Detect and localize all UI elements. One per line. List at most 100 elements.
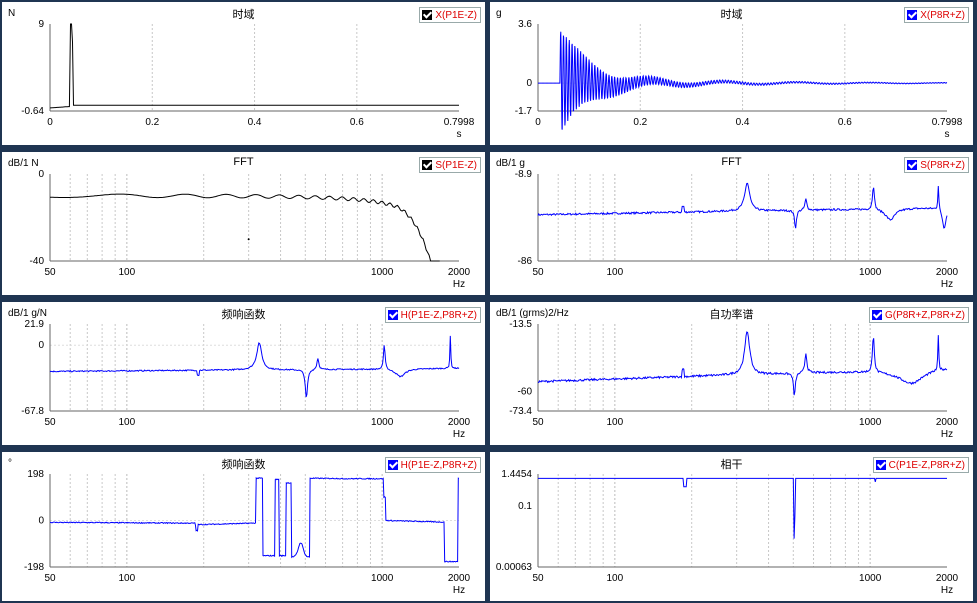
legend-checkbox[interactable] bbox=[422, 10, 433, 20]
y-tick-label: -198 bbox=[24, 562, 44, 573]
series-line-p3 bbox=[50, 193, 440, 262]
legend-checkbox[interactable] bbox=[875, 460, 886, 470]
legend-p5[interactable]: H(P1E-Z,P8R+Z) bbox=[384, 307, 481, 323]
series-line-p4 bbox=[537, 182, 948, 229]
x-tick-label: 1000 bbox=[371, 267, 394, 278]
x-tick-label: 0.2 bbox=[145, 117, 159, 128]
y-unit-label: g bbox=[496, 8, 502, 19]
x-tick-label: 0 bbox=[47, 117, 53, 128]
x-tick-label: 0.6 bbox=[350, 117, 364, 128]
y-unit-label: dB/1 (grms)2/Hz bbox=[496, 308, 569, 319]
y-tick-label: -40 bbox=[30, 256, 45, 267]
y-unit-label: dB/1 g bbox=[496, 158, 525, 169]
chart-panel-p6[interactable]: -13.5 -60 -73.4 50 100 1000 2000 Hz 自功率谱 dB/1 (gr… bbox=[490, 302, 973, 445]
x-tick-label: 0.4 bbox=[248, 117, 262, 128]
series-line-p7 bbox=[50, 476, 460, 563]
series-line-p8 bbox=[538, 477, 947, 539]
legend-p1[interactable]: X(P1E-Z) bbox=[419, 7, 481, 23]
chart-panel-p8[interactable]: 1.4454 0.1 0.00063 50 100 1000 2000 Hz 相干 C(P1E-Z… bbox=[490, 452, 973, 601]
x-tick-label: 2000 bbox=[448, 417, 471, 428]
legend-p8[interactable]: C(P1E-Z,P8R+Z) bbox=[872, 457, 969, 473]
x-tick-label: 50 bbox=[44, 573, 56, 584]
chart-panel-p1[interactable]: 9 -0.64 0 0.2 0.4 0.6 0.7998 s 时域 N X(P1E-Z) bbox=[2, 2, 485, 145]
legend-checkbox[interactable] bbox=[387, 310, 398, 320]
x-tick-label: 50 bbox=[532, 573, 544, 584]
y-unit-label: dB/1 N bbox=[8, 158, 39, 169]
x-tick-label: 1000 bbox=[859, 573, 882, 584]
legend-label: G(P8R+Z,P8R+Z) bbox=[884, 309, 965, 321]
y-tick-label: 0 bbox=[38, 340, 44, 351]
x-tick-label: 100 bbox=[119, 267, 136, 278]
legend-checkbox[interactable] bbox=[871, 310, 882, 320]
series-line-p2 bbox=[538, 31, 948, 130]
x-tick-label: 100 bbox=[607, 417, 624, 428]
x-tick-label: 2000 bbox=[936, 573, 959, 584]
x-tick-label: 50 bbox=[44, 267, 56, 278]
x-tick-label: 0.4 bbox=[736, 117, 750, 128]
legend-p6[interactable]: G(P8R+Z,P8R+Z) bbox=[868, 307, 969, 323]
chart-panel-p4[interactable]: -8.9 -86 50 100 1000 2000 Hz FFT dB/1 g S(P8R+Z) bbox=[490, 152, 973, 295]
x-tick-label: 50 bbox=[532, 267, 544, 278]
x-tick-label: 100 bbox=[119, 573, 136, 584]
y-unit-label: N bbox=[8, 8, 16, 19]
x-unit-label: Hz bbox=[453, 429, 465, 440]
series-line-p5 bbox=[49, 335, 460, 398]
x-tick-label: 2000 bbox=[448, 267, 471, 278]
x-unit-label: Hz bbox=[941, 429, 953, 440]
legend-label: X(P8R+Z) bbox=[920, 9, 965, 21]
y-unit-label: ° bbox=[8, 458, 12, 469]
x-tick-label: 100 bbox=[119, 417, 136, 428]
x-unit-label: Hz bbox=[453, 279, 465, 290]
x-tick-label: 2000 bbox=[936, 267, 959, 278]
legend-p7[interactable]: H(P1E-Z,P8R+Z) bbox=[384, 457, 481, 473]
x-unit-label: s bbox=[945, 129, 950, 140]
legend-checkbox[interactable] bbox=[422, 160, 433, 170]
x-tick-label: 2000 bbox=[936, 417, 959, 428]
series-line-p6 bbox=[537, 331, 948, 396]
y-tick-label: 1.4454 bbox=[501, 469, 532, 480]
y-tick-label: 0 bbox=[38, 169, 44, 180]
legend-label: H(P1E-Z,P8R+Z) bbox=[400, 459, 477, 471]
legend-checkbox[interactable] bbox=[907, 160, 918, 170]
y-tick-label: -13.5 bbox=[509, 319, 532, 330]
y-tick-label: 0 bbox=[526, 78, 532, 89]
y-tick-label: -1.7 bbox=[515, 106, 533, 117]
y-tick-label: -60 bbox=[518, 387, 533, 398]
legend-label: S(P8R+Z) bbox=[920, 159, 965, 171]
x-unit-label: s bbox=[457, 129, 462, 140]
legend-p3[interactable]: S(P1E-Z) bbox=[419, 157, 481, 173]
x-tick-label: 1000 bbox=[859, 417, 882, 428]
legend-p4[interactable]: S(P8R+Z) bbox=[904, 157, 969, 173]
legend-label: S(P1E-Z) bbox=[435, 159, 477, 171]
x-unit-label: Hz bbox=[941, 585, 953, 596]
chart-panel-p7[interactable]: 198 0 -198 50 100 1000 2000 Hz 频响函数 ° H(P1E-Z,P8R+… bbox=[2, 452, 485, 601]
legend-checkbox[interactable] bbox=[907, 10, 918, 20]
y-tick-label: 9 bbox=[38, 19, 44, 30]
legend-checkbox[interactable] bbox=[387, 460, 398, 470]
x-tick-label: 50 bbox=[532, 417, 544, 428]
y-tick-label: 0.00063 bbox=[496, 562, 533, 573]
y-tick-label: -0.64 bbox=[21, 106, 44, 117]
x-tick-label: 0 bbox=[535, 117, 541, 128]
x-tick-label: 2000 bbox=[448, 573, 471, 584]
outlier-point bbox=[247, 238, 250, 241]
chart-panel-p3[interactable]: 0 -40 50 100 1000 2000 Hz FFT dB/1 N S(P1E-Z) bbox=[2, 152, 485, 295]
legend-label: X(P1E-Z) bbox=[435, 9, 477, 21]
legend-p2[interactable]: X(P8R+Z) bbox=[904, 7, 969, 23]
legend-label: C(P1E-Z,P8R+Z) bbox=[888, 459, 965, 471]
chart-panel-p2[interactable]: 3.6 0 -1.7 0 0.2 0.4 0.6 0.7998 s 时域 g X(P8R+Z) bbox=[490, 2, 973, 145]
y-tick-label: -8.9 bbox=[515, 169, 533, 180]
chart-panel-p5[interactable]: 21.9 0 -67.8 50 100 1000 2000 Hz 频响函数 dB/1 g/N H(P… bbox=[2, 302, 485, 445]
y-tick-label: 198 bbox=[27, 469, 44, 480]
y-tick-label: -67.8 bbox=[21, 406, 44, 417]
x-unit-label: Hz bbox=[453, 585, 465, 596]
